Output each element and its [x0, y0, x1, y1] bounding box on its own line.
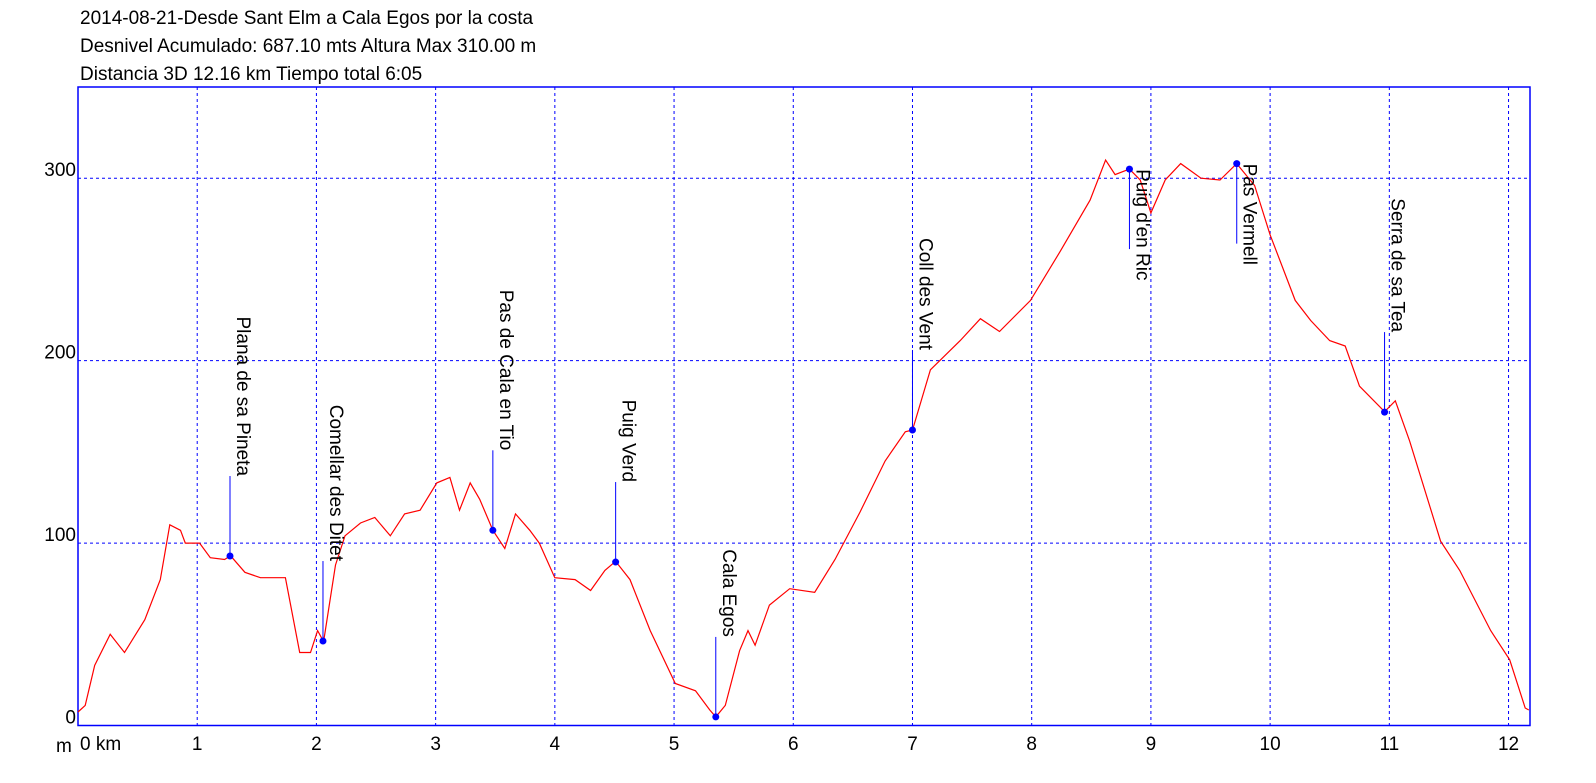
- waypoint-label: Puig Verd: [618, 400, 639, 482]
- chart-subtitle: Distancia 3D 12.16 km Tiempo total 6:05: [80, 64, 422, 85]
- plot-frame: [77, 86, 1531, 727]
- elevation-line: [77, 158, 1530, 718]
- waypoint-label: Comellar des Ditet: [325, 405, 346, 562]
- waypoint: [1233, 160, 1241, 168]
- x-tick-label: 7: [907, 734, 918, 755]
- y-tick-label: 300: [44, 160, 76, 181]
- x-tick-label: 12: [1498, 734, 1519, 755]
- y-tick-label: 100: [44, 525, 76, 546]
- x-tick-label: 3: [430, 734, 441, 755]
- x-tick-label: 5: [669, 734, 680, 755]
- waypoint-label: Pas de Cala en Tio: [495, 290, 516, 451]
- waypoint-label: Pas Vermell: [1239, 164, 1260, 265]
- waypoint-label: Plana de sa Pineta: [232, 317, 253, 477]
- x-tick-label: 1: [192, 734, 203, 755]
- waypoint: [712, 713, 720, 721]
- waypoint: [319, 637, 327, 645]
- waypoint-label: Coll des Vent: [914, 238, 935, 351]
- y-tick-label: 0: [65, 708, 76, 729]
- waypoint-label: Puig d'en Ric: [1131, 169, 1152, 280]
- waypoint-label: Cala Egos: [718, 549, 739, 637]
- y-axis-label: m: [56, 736, 72, 757]
- x-tick-label: 6: [788, 734, 799, 755]
- waypoint: [226, 552, 234, 560]
- y-tick-label: 200: [44, 343, 76, 364]
- waypoint: [1381, 408, 1389, 416]
- chart-title: 2014-08-21-Desde Sant Elm a Cala Egos po…: [80, 8, 534, 29]
- x-tick-label: 11: [1379, 734, 1399, 755]
- x-tick-label: 2: [311, 734, 322, 755]
- waypoint: [1125, 165, 1133, 173]
- waypoint: [908, 426, 916, 434]
- x-tick-label: 9: [1146, 734, 1157, 755]
- x-tick-label: 8: [1026, 734, 1037, 755]
- waypoint: [612, 558, 620, 566]
- chart-subtitle: Desnivel Acumulado: 687.10 mts Altura Ma…: [80, 36, 536, 57]
- waypoint-label: Serra de sa Tea: [1387, 198, 1408, 332]
- waypoint: [489, 526, 497, 534]
- x-tick-label: 0 km: [80, 734, 121, 755]
- x-tick-label: 10: [1260, 734, 1281, 755]
- x-tick-label: 4: [550, 734, 561, 755]
